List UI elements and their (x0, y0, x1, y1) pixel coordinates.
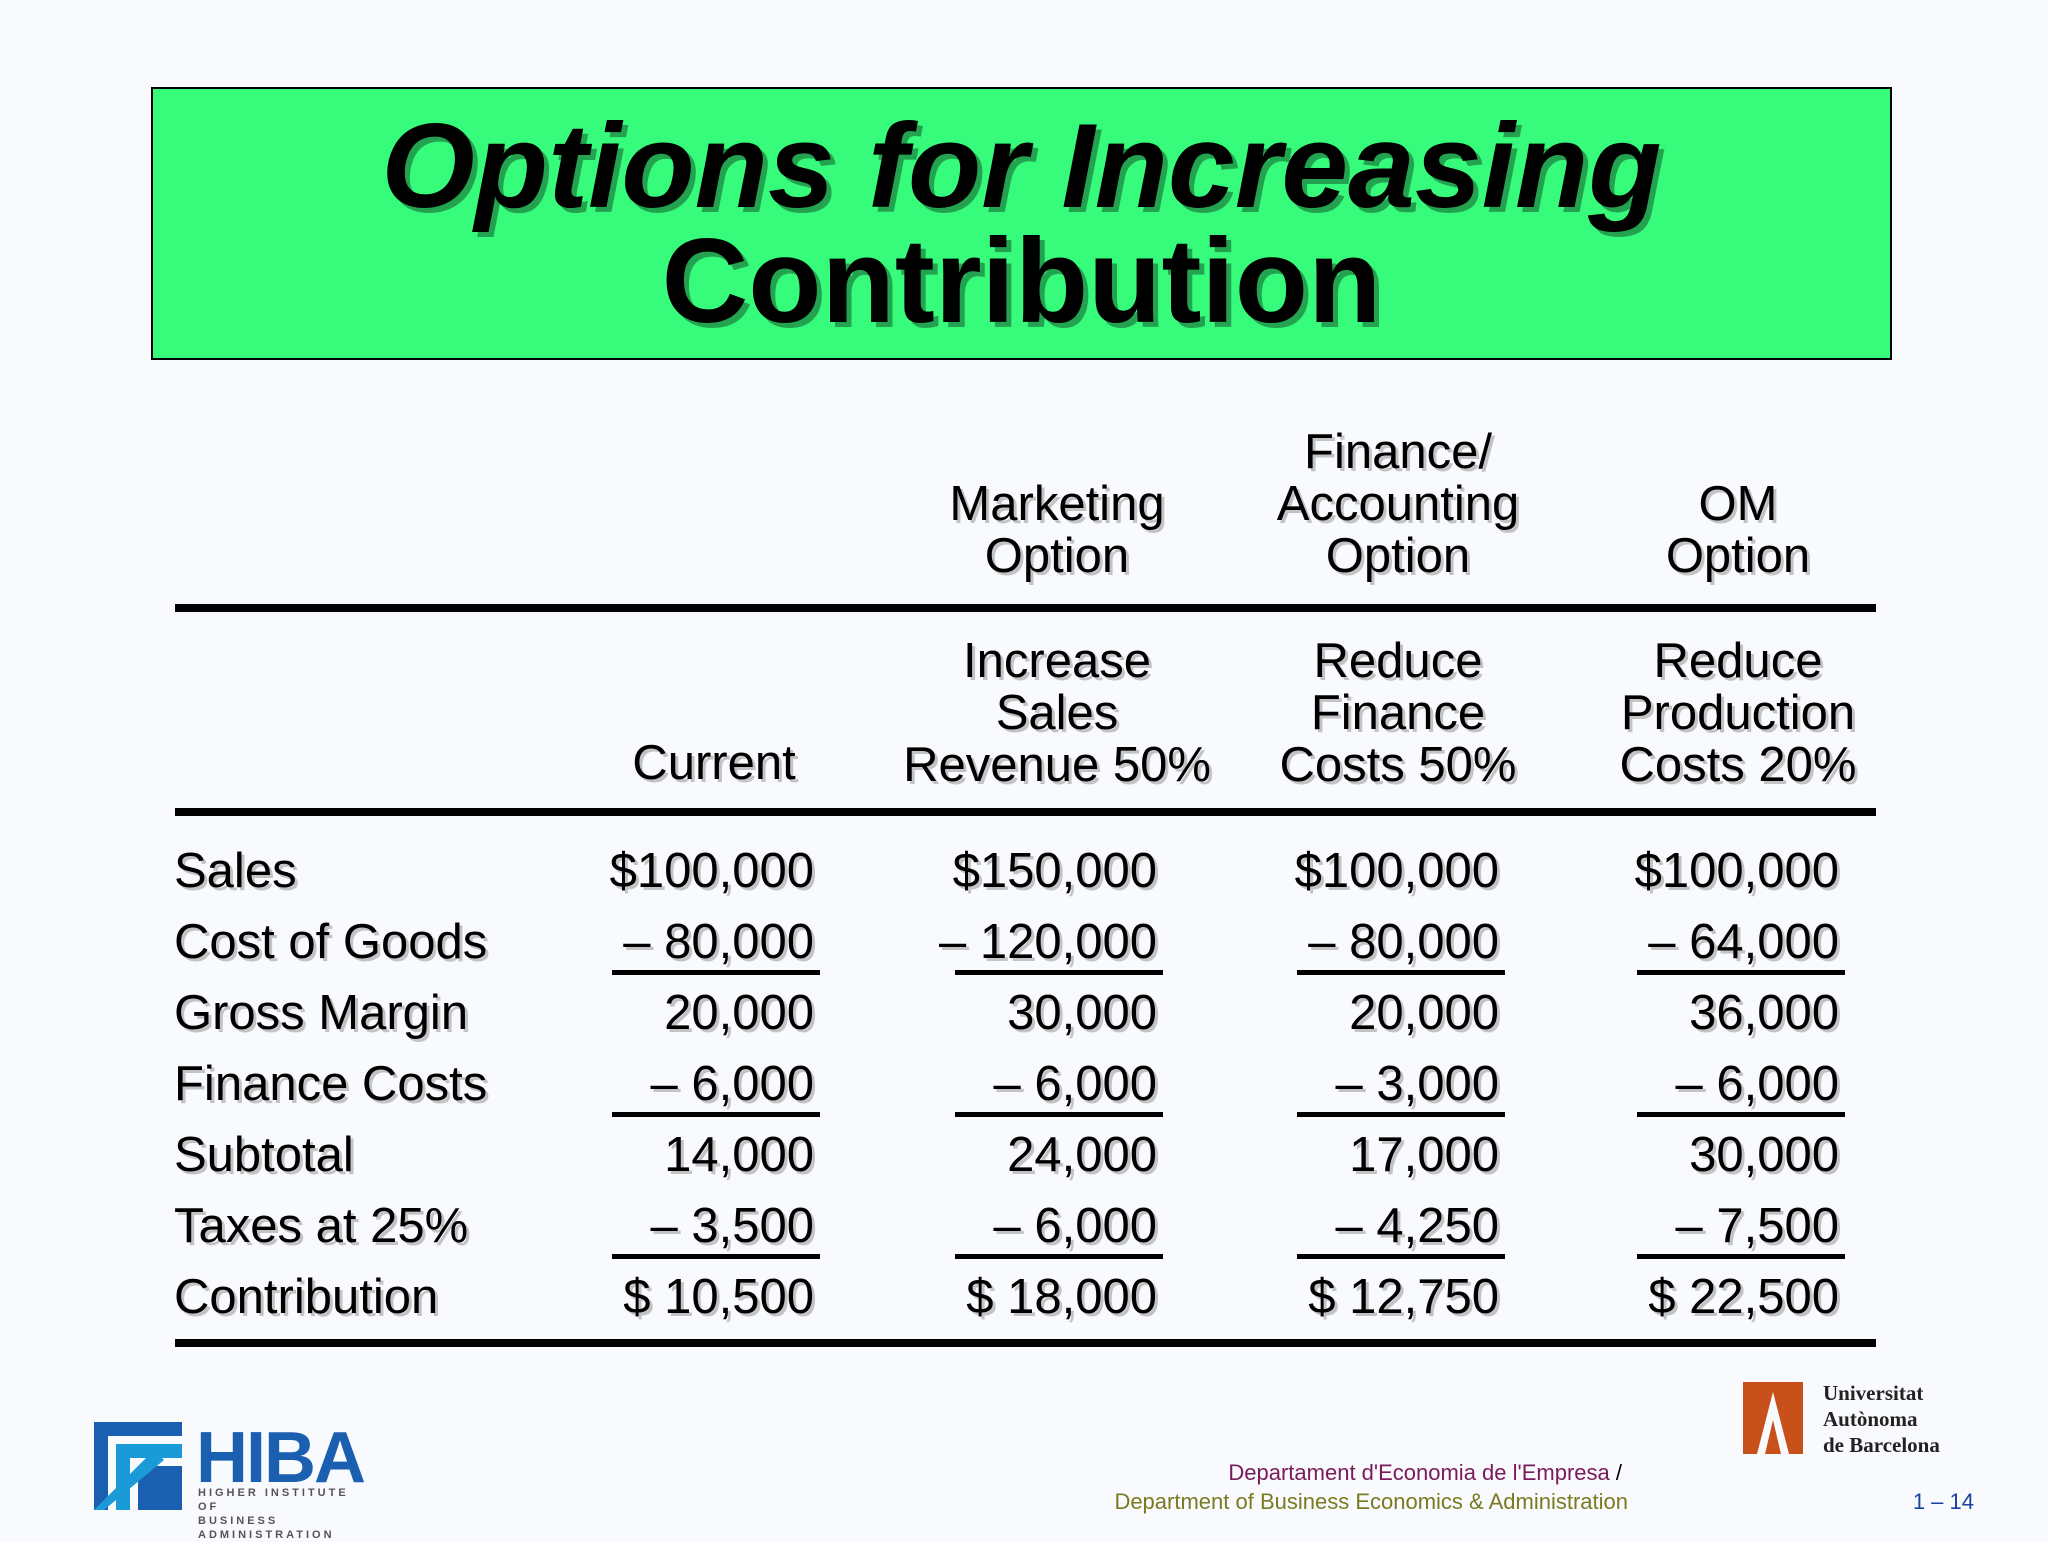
header-rule-bottom (175, 808, 1876, 816)
underline-taxes-current (612, 1254, 820, 1259)
page-number: 1 – 14 (1912, 1489, 1974, 1514)
hiba-subtitle-line-1: HIGHER INSTITUTE OF (198, 1487, 349, 1513)
cell-sales-om: $100,000 (1634, 844, 1839, 898)
cell-taxes-om: – 7,500 (1675, 1199, 1840, 1253)
underline-fc-marketing (955, 1112, 1163, 1117)
underline-taxes-om (1637, 1254, 1845, 1259)
header-finance-line-1: Finance/ (1304, 425, 1492, 479)
hiba-subtitle: HIGHER INSTITUTE OF BUSINESS ADMINISTRAT… (198, 1486, 354, 1542)
header-marketing-line-2: Option (984, 529, 1130, 583)
uab-line-3: de Barcelona (1823, 1433, 1940, 1457)
slide-title-line-2: Contribution (661, 213, 1382, 348)
header-marketing-line-1: Marketing (949, 477, 1165, 531)
footer-department-catalan: Departament d'Economia de l'Empresa / (1228, 1460, 1622, 1486)
cell-cogs-current: – 80,000 (623, 915, 814, 969)
cell-cogs-marketing: – 120,000 (939, 915, 1157, 969)
underline-fc-om (1637, 1112, 1845, 1117)
header-finance: Finance/ Accounting Option (1277, 426, 1519, 582)
header-marketing: Marketing Option (949, 478, 1164, 582)
cell-fc-current: – 6,000 (650, 1057, 815, 1111)
cell-taxes-finance: – 4,250 (1335, 1199, 1500, 1253)
underline-cogs-current (612, 970, 820, 975)
underline-taxes-marketing (955, 1254, 1163, 1259)
subheader-finance: Reduce Finance Costs 50% (1280, 635, 1517, 791)
uab-line-2: Autònoma (1823, 1407, 1918, 1431)
header-om-line-2: Option (1665, 529, 1811, 583)
cell-contribution-om: $ 22,500 (1648, 1270, 1839, 1324)
row-label-taxes: Taxes at 25% (174, 1199, 469, 1253)
subheader-om-line-1: Reduce (1653, 634, 1823, 688)
cell-sales-current: $100,000 (609, 844, 814, 898)
cell-subtotal-current: 14,000 (664, 1128, 814, 1182)
row-label-subtotal: Subtotal (174, 1128, 354, 1182)
hiba-logo: HIBA HIGHER INSTITUTE OF BUSINESS ADMINI… (94, 1420, 366, 1541)
cell-gm-current: 20,000 (664, 986, 814, 1040)
subheader-finance-line-3: Costs 50% (1279, 738, 1517, 792)
cell-contribution-finance: $ 12,750 (1308, 1270, 1499, 1324)
cell-cogs-om: – 64,000 (1648, 915, 1839, 969)
header-om-line-1: OM (1698, 477, 1778, 531)
header-finance-line-2: Accounting (1276, 477, 1520, 531)
subheader-marketing: Increase Sales Revenue 50% (903, 635, 1211, 791)
hiba-wordmark: HIBA (196, 1418, 366, 1498)
cell-gm-om: 36,000 (1689, 986, 1839, 1040)
cell-fc-om: – 6,000 (1675, 1057, 1840, 1111)
header-rule-top (175, 604, 1876, 612)
cell-subtotal-om: 30,000 (1689, 1128, 1839, 1182)
cell-fc-marketing: – 6,000 (993, 1057, 1158, 1111)
footer-department-english: Department of Business Economics & Admin… (1114, 1489, 1628, 1514)
cell-taxes-current: – 3,500 (650, 1199, 815, 1253)
row-label-cost-of-goods: Cost of Goods (174, 915, 488, 969)
subheader-marketing-line-1: Increase (963, 634, 1151, 688)
uab-line-1: Universitat (1823, 1381, 1924, 1405)
row-label-sales: Sales (174, 844, 297, 898)
title-banner: Options for Increasing Contribution (151, 87, 1892, 360)
subheader-current: Current (632, 736, 796, 790)
uab-emblem-icon (1743, 1382, 1803, 1454)
header-om: OM Option (1666, 478, 1810, 582)
subheader-om-line-2: Production (1620, 686, 1856, 740)
cell-gm-marketing: 30,000 (1007, 986, 1157, 1040)
cell-contribution-current: $ 10,500 (623, 1270, 814, 1324)
cell-gm-finance: 20,000 (1349, 986, 1499, 1040)
cell-sales-finance: $100,000 (1294, 844, 1499, 898)
footer-separator: / (1615, 1460, 1622, 1485)
underline-taxes-finance (1297, 1254, 1505, 1259)
underline-cogs-marketing (955, 970, 1163, 975)
hiba-subtitle-line-2: BUSINESS ADMINISTRATION (198, 1515, 335, 1541)
cell-contribution-marketing: $ 18,000 (966, 1270, 1157, 1324)
subheader-marketing-line-3: Revenue 50% (903, 738, 1211, 792)
underline-cogs-finance (1297, 970, 1505, 975)
uab-wordmark: Universitat Autònoma de Barcelona (1823, 1380, 1940, 1458)
cell-subtotal-finance: 17,000 (1349, 1128, 1499, 1182)
cell-cogs-finance: – 80,000 (1308, 915, 1499, 969)
footer-department-catalan-text: Departament d'Economia de l'Empresa (1228, 1460, 1610, 1485)
cell-sales-marketing: $150,000 (952, 844, 1157, 898)
hiba-emblem-icon (94, 1422, 182, 1510)
row-label-finance-costs: Finance Costs (174, 1057, 488, 1111)
cell-subtotal-marketing: 24,000 (1007, 1128, 1157, 1182)
subheader-om: Reduce Production Costs 20% (1620, 635, 1857, 791)
subheader-finance-line-2: Finance (1310, 686, 1486, 740)
underline-fc-finance (1297, 1112, 1505, 1117)
header-finance-line-3: Option (1325, 529, 1471, 583)
underline-cogs-om (1637, 970, 1845, 975)
subheader-finance-line-1: Reduce (1313, 634, 1483, 688)
underline-fc-current (612, 1112, 820, 1117)
table-bottom-rule (175, 1339, 1876, 1347)
cell-fc-finance: – 3,000 (1335, 1057, 1500, 1111)
row-label-gross-margin: Gross Margin (174, 986, 469, 1040)
subheader-marketing-line-2: Sales (995, 686, 1119, 740)
slide-title-line-1: Options for Increasing (381, 98, 1662, 233)
subheader-om-line-3: Costs 20% (1619, 738, 1857, 792)
cell-taxes-marketing: – 6,000 (993, 1199, 1158, 1253)
row-label-contribution: Contribution (174, 1270, 439, 1324)
